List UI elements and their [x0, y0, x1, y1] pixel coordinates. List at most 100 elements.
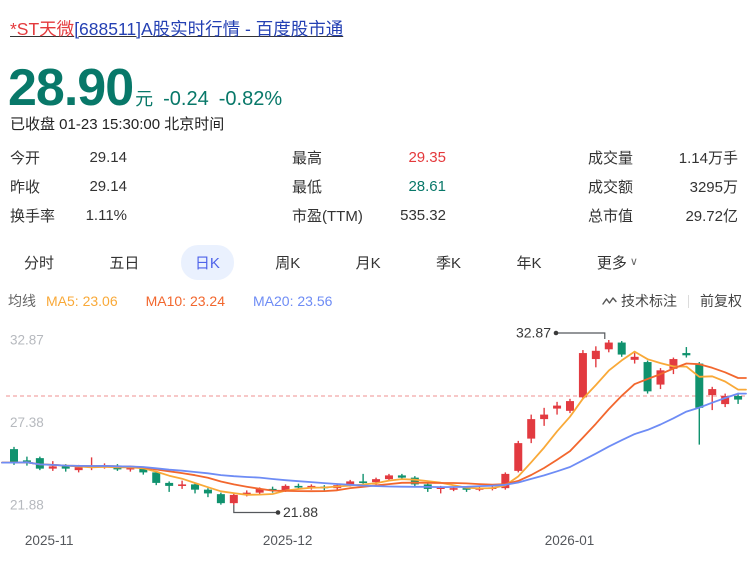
stock-name: *ST天微 — [10, 19, 75, 39]
high-annotation-line — [556, 332, 606, 339]
candle-down — [359, 481, 368, 483]
tab-monthly-k[interactable]: 月K — [342, 245, 395, 280]
ma-line-ma20 — [1, 392, 747, 488]
quote-stats-grid: 今开 29.14 最高 29.35 成交量 1.14万手 昨收 29.14 最低… — [0, 143, 750, 231]
candle-up — [540, 414, 549, 420]
tab-quarterly-k[interactable]: 季K — [422, 245, 475, 280]
stat-open: 今开 29.14 — [10, 148, 127, 167]
candle-up — [578, 353, 587, 398]
tab-five-day[interactable]: 五日 — [95, 245, 153, 280]
candle-down — [294, 485, 303, 488]
candle-up — [126, 467, 135, 470]
stat-market-cap: 总市值 29.72亿 — [588, 207, 738, 225]
period-tab-bar: 分时 五日 日K 周K 月K 季K 年K 更多 ∨ — [10, 244, 652, 280]
candle-up — [630, 356, 639, 360]
price-change: -0.24 — [163, 88, 209, 110]
tab-yearly-k[interactable]: 年K — [502, 245, 555, 280]
candle-up — [721, 395, 730, 405]
stat-volume: 成交量 1.14万手 — [588, 149, 738, 167]
candle-down — [216, 494, 225, 504]
x-axis-label: 2026-01 — [545, 533, 595, 548]
candle-up — [74, 467, 83, 471]
tab-weekly-k[interactable]: 周K — [261, 245, 314, 280]
stat-prev-close: 昨收 29.14 — [10, 177, 127, 196]
candle-up — [449, 488, 458, 490]
ma-line-ma5 — [1, 350, 747, 496]
candle-up — [436, 487, 445, 489]
stat-turnover-rate: 换手率 1.11% — [10, 206, 127, 225]
y-axis-label: 32.87 — [10, 333, 44, 348]
stat-high: 最高 29.35 — [292, 148, 446, 167]
candle-up — [553, 405, 562, 409]
tab-more[interactable]: 更多 ∨ — [583, 245, 652, 280]
ma10-legend: MA10: 23.24 — [145, 293, 225, 309]
technical-annotation-button[interactable]: 技术标注 — [602, 291, 677, 311]
current-price: 28.90 — [8, 59, 134, 117]
candle-down — [617, 342, 626, 355]
tools-divider — [688, 294, 689, 308]
candle-up — [48, 466, 57, 469]
candle-up — [307, 485, 316, 488]
tab-daily-k[interactable]: 日K — [180, 244, 234, 280]
chart-tools: 技术标注 前复权 — [602, 290, 742, 312]
candle-down — [397, 475, 406, 478]
candle-down — [734, 395, 743, 400]
candle-down — [410, 477, 419, 485]
kline-chart-area: 32.87 27.38 21.88 2025-11 2025-12 2026-01 32.8… — [0, 318, 750, 553]
x-axis-label: 2025-12 — [263, 533, 313, 548]
ma-line-ma10 — [1, 362, 747, 493]
high-annotation-dot — [553, 330, 559, 336]
candle-up — [604, 342, 613, 350]
x-axis-label: 2025-11 — [25, 533, 74, 548]
candle-up — [527, 419, 536, 439]
candle-up — [178, 484, 187, 486]
candle-down — [152, 472, 161, 483]
page-title-link[interactable]: *ST天微[688511]A股实时行情 - 百度股市通 — [10, 16, 343, 41]
ma5-legend: MA5: 23.06 — [46, 293, 118, 309]
candle-up — [229, 494, 238, 504]
low-annotation-label: 21.88 — [283, 504, 318, 520]
price-block: 28.90 元 -0.24 -0.82% — [8, 58, 282, 118]
market-status: 已收盘 01-23 15:30:00 北京时间 — [10, 116, 225, 133]
stat-turnover-amount: 成交额 3295万 — [588, 178, 738, 196]
low-annotation-dot — [275, 510, 281, 515]
candle-up — [514, 443, 523, 471]
candle-up — [281, 485, 290, 491]
candle-down — [139, 468, 148, 473]
candle-up — [346, 481, 355, 486]
candle-down — [695, 363, 704, 408]
candle-down — [203, 489, 212, 494]
candle-down — [462, 488, 471, 490]
y-axis-label: 21.88 — [10, 497, 44, 512]
stat-low: 最低 28.61 — [292, 177, 446, 196]
candle-up — [669, 359, 678, 369]
candle-down — [10, 449, 18, 463]
low-annotation-line — [233, 504, 278, 514]
tab-minute[interactable]: 分时 — [10, 245, 68, 280]
zigzag-annotation-icon — [602, 296, 617, 305]
price-unit: 元 — [135, 89, 154, 109]
candle-up — [565, 401, 574, 411]
ma-legend-bar: 均线 MA5: 23.06 MA10: 23.24 MA20: 23.56 技术… — [8, 290, 742, 312]
price-change-percent: -0.82% — [218, 88, 283, 110]
chevron-down-icon: ∨ — [629, 255, 638, 268]
ma-legend-prefix: 均线 — [8, 293, 36, 309]
candle-up — [591, 350, 600, 360]
stat-pe-ttm: 市盈(TTM) 535.32 — [292, 206, 446, 225]
forward-adjust-button[interactable]: 前复权 — [700, 293, 742, 309]
candle-down — [165, 482, 174, 486]
kline-candlestick-chart[interactable]: 32.87 27.38 21.88 2025-11 2025-12 2026-01 32.8… — [0, 318, 750, 553]
candle-down — [682, 353, 691, 356]
candle-up — [255, 488, 264, 493]
high-annotation-label: 32.87 — [516, 325, 551, 341]
candle-down — [643, 362, 652, 392]
candle-down — [35, 458, 44, 469]
candle-up — [372, 479, 381, 483]
y-axis-label: 27.38 — [10, 415, 44, 430]
candle-up — [384, 475, 393, 480]
candle-up — [708, 389, 717, 396]
candle-down — [191, 484, 200, 490]
candle-down — [61, 466, 70, 469]
candle-up — [656, 370, 665, 385]
